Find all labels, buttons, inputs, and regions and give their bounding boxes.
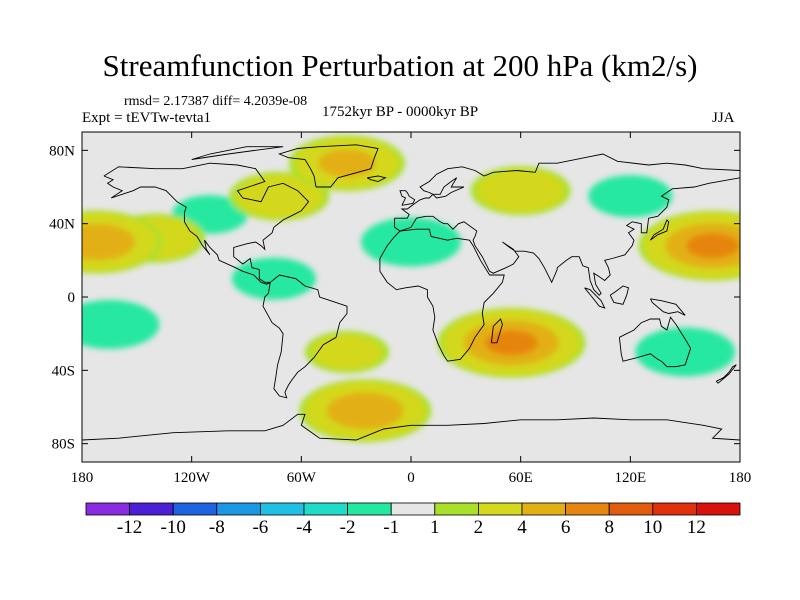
colorbar-label: 4 <box>517 517 527 538</box>
x-tick-label: 180 <box>71 470 94 486</box>
field-contour-greenland-labrador-high <box>235 174 324 218</box>
colorbar-swatch <box>129 502 174 516</box>
colorbar-swatch <box>390 502 436 516</box>
colorbar-label: 8 <box>604 517 614 538</box>
streamfunction-field <box>82 135 740 443</box>
x-tick-label: 0 <box>407 470 415 486</box>
x-tick-label: 120E <box>614 470 646 486</box>
rmsd-diff-text: rmsd= 2.17387 diff= 4.2039e-08 <box>124 94 308 109</box>
y-tick-label: 40N <box>49 217 75 233</box>
coastline-new-zealand <box>715 364 737 384</box>
y-tick-label: 0 <box>68 290 76 306</box>
field-contour-indian-ocean-high <box>485 330 538 356</box>
colorbar-swatch <box>652 502 697 516</box>
colorbar-label: 10 <box>643 517 662 538</box>
coastline-arctic-islands <box>191 146 284 160</box>
x-tick-label: 180 <box>729 470 752 486</box>
y-tick-label: 80S <box>52 437 75 453</box>
coastline-japan <box>650 219 670 241</box>
field-contour-north-atlantic-high <box>318 149 376 178</box>
colorbar-swatch <box>696 502 741 516</box>
colorbar-swatch <box>347 502 392 516</box>
coastline-south-america <box>262 274 348 399</box>
season-label: JJA <box>712 110 735 126</box>
colorbar: -12 -10 -8 -6 -4 -2 -1 1 2 4 6 8 10 12 <box>85 502 741 538</box>
coastline-iceland <box>366 175 387 182</box>
y-axis: 80N 40N 0 40S 80S <box>49 143 740 453</box>
colorbar-label: -8 <box>209 517 225 538</box>
experiment-label: Expt = tEVTw-tevta1 <box>82 110 212 126</box>
coastline-eurasia <box>394 153 740 296</box>
field-contour-antarctic-atlantic-high <box>326 392 404 430</box>
coastline-north-america <box>103 162 310 285</box>
coastline-sumatra <box>584 287 606 309</box>
colorbar-swatch <box>608 502 654 516</box>
field-contour-siberia-pacific-low <box>595 178 666 214</box>
y-tick-label: 80N <box>49 143 75 159</box>
x-tick-label: 60W <box>287 470 317 486</box>
colorbar-label: -6 <box>252 517 268 538</box>
field-contour-caribbean-low <box>238 261 309 297</box>
colorbar-label: 6 <box>561 517 571 538</box>
field-contour-ne-pacific-high <box>82 223 136 261</box>
coastline-australia <box>618 316 692 368</box>
field-contour-central-asia-high <box>476 169 565 213</box>
x-tick-label: 60E <box>509 470 533 486</box>
colorbar-swatch <box>521 502 566 516</box>
field-contour-nw-pacific-high <box>686 233 739 259</box>
coastline-great-britain <box>399 190 416 206</box>
colorbar-label: -4 <box>296 517 312 538</box>
colorbar-label: 1 <box>430 517 440 538</box>
coastlines <box>82 144 740 441</box>
colorbar-label: -2 <box>340 517 356 538</box>
coastline-antarctica <box>82 413 740 441</box>
coastline-indonesia-borneo <box>609 285 630 305</box>
field-contour-south-atlantic-high <box>312 334 382 370</box>
colorbar-swatch <box>172 502 218 516</box>
colorbar-swatch <box>565 502 610 516</box>
period-label: 1752kyr BP - 0000kyr BP <box>322 104 479 120</box>
colorbar-swatch <box>477 502 523 516</box>
colorbar-label: 12 <box>687 517 706 538</box>
coastline-africa <box>379 228 505 362</box>
colorbar-label: -10 <box>161 517 186 538</box>
colorbar-swatch <box>303 502 348 516</box>
colorbar-label: -12 <box>117 517 142 538</box>
coastline-scandinavia-baltic <box>432 177 465 199</box>
coastline-madagascar <box>490 318 503 344</box>
chart-title: Streamfunction Perturbation at 200 hPa (… <box>102 48 698 83</box>
x-tick-label: 120W <box>173 470 211 486</box>
field-contour-atlantic-africa-low <box>367 220 455 264</box>
colorbar-label: 2 <box>474 517 484 538</box>
colorbar-swatch <box>216 502 261 516</box>
y-tick-label: 40S <box>52 363 75 379</box>
x-axis: 180 120W 60W 0 60E 120E 180 <box>71 132 752 486</box>
colorbar-swatch <box>259 502 305 516</box>
colorbar-label: -1 <box>383 517 399 538</box>
coastline-greenland <box>278 144 379 188</box>
colorbar-swatch <box>434 502 479 516</box>
field-contour-se-pacific-low <box>82 303 154 346</box>
coastline-new-guinea <box>649 298 686 316</box>
colorbar-swatch <box>85 502 130 516</box>
field-contour-australia-low <box>641 330 729 374</box>
